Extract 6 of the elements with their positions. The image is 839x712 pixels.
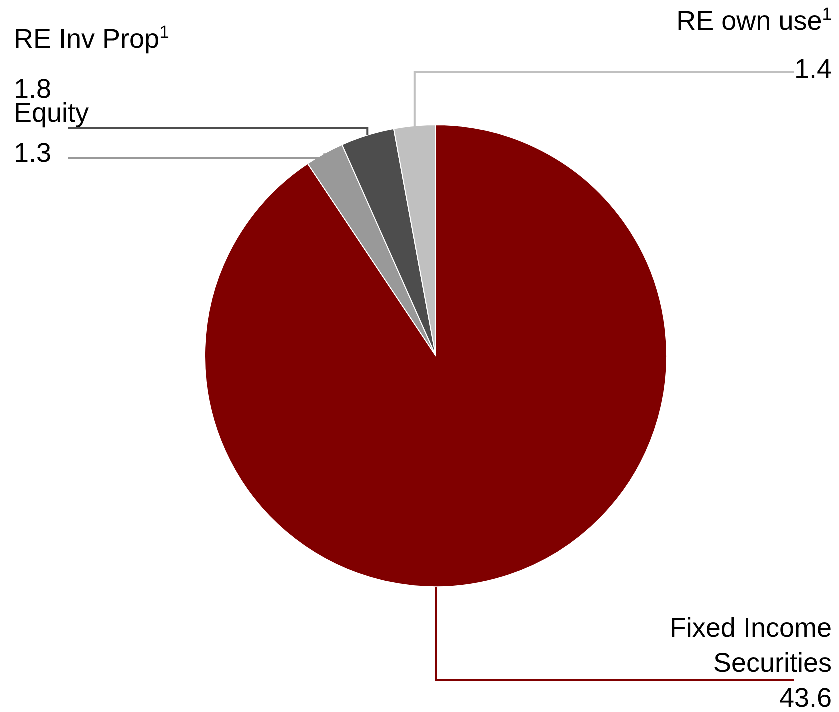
slice-label: RE own use$^{1}$ xyxy=(676,4,832,36)
slice-label: RE Inv Prop$^{1}$ xyxy=(14,22,170,54)
slice-label: Fixed Income Securities xyxy=(670,613,832,678)
data-label: 1.4 xyxy=(794,54,832,84)
data-label: 1.3 xyxy=(14,138,52,168)
data-label: 43.6 xyxy=(779,683,832,712)
